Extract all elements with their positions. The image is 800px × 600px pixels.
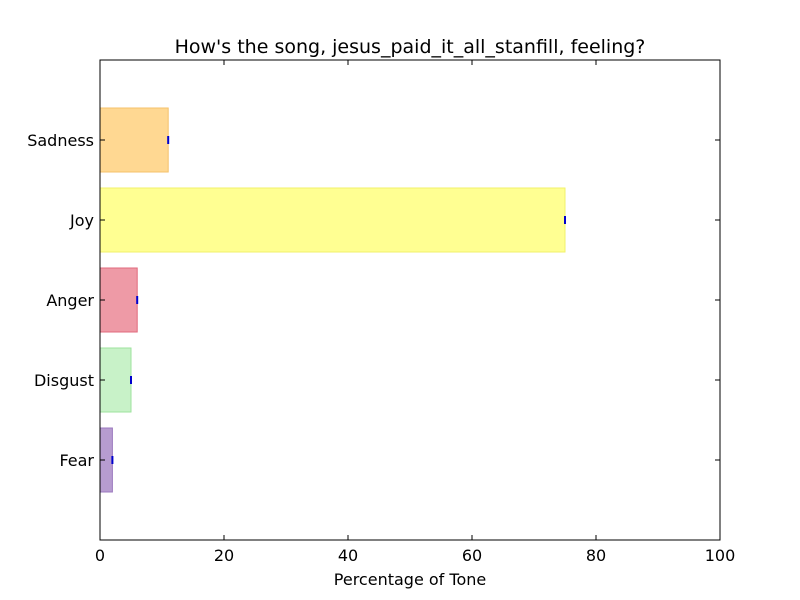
y-tick-label-joy: Joy xyxy=(69,211,94,230)
bar-anger xyxy=(99,267,138,333)
x-tick-label-0: 0 xyxy=(95,546,105,565)
y-tick-label-fear: Fear xyxy=(59,451,94,470)
x-tick-label-80: 80 xyxy=(586,546,606,565)
x-tick-label-40: 40 xyxy=(338,546,358,565)
x-tick-label-100: 100 xyxy=(705,546,736,565)
ticks-group: Sadness Joy Anger Disgust Fear 0 20 40 60 80 100 xyxy=(27,60,735,565)
x-tick-label-60: 60 xyxy=(462,546,482,565)
bar-disgust xyxy=(99,347,132,413)
bar-joy xyxy=(99,187,566,253)
y-tick-label-disgust: Disgust xyxy=(34,371,94,390)
bars-group xyxy=(99,107,566,493)
bar-sadness xyxy=(99,107,169,173)
chart-title: How's the song, jesus_paid_it_all_stanfi… xyxy=(175,36,646,58)
x-tick-label-20: 20 xyxy=(214,546,234,565)
y-tick-label-sadness: Sadness xyxy=(27,131,94,150)
x-axis-label: Percentage of Tone xyxy=(334,570,486,589)
plot-frame xyxy=(99,59,721,541)
y-tick-label-anger: Anger xyxy=(46,291,94,310)
